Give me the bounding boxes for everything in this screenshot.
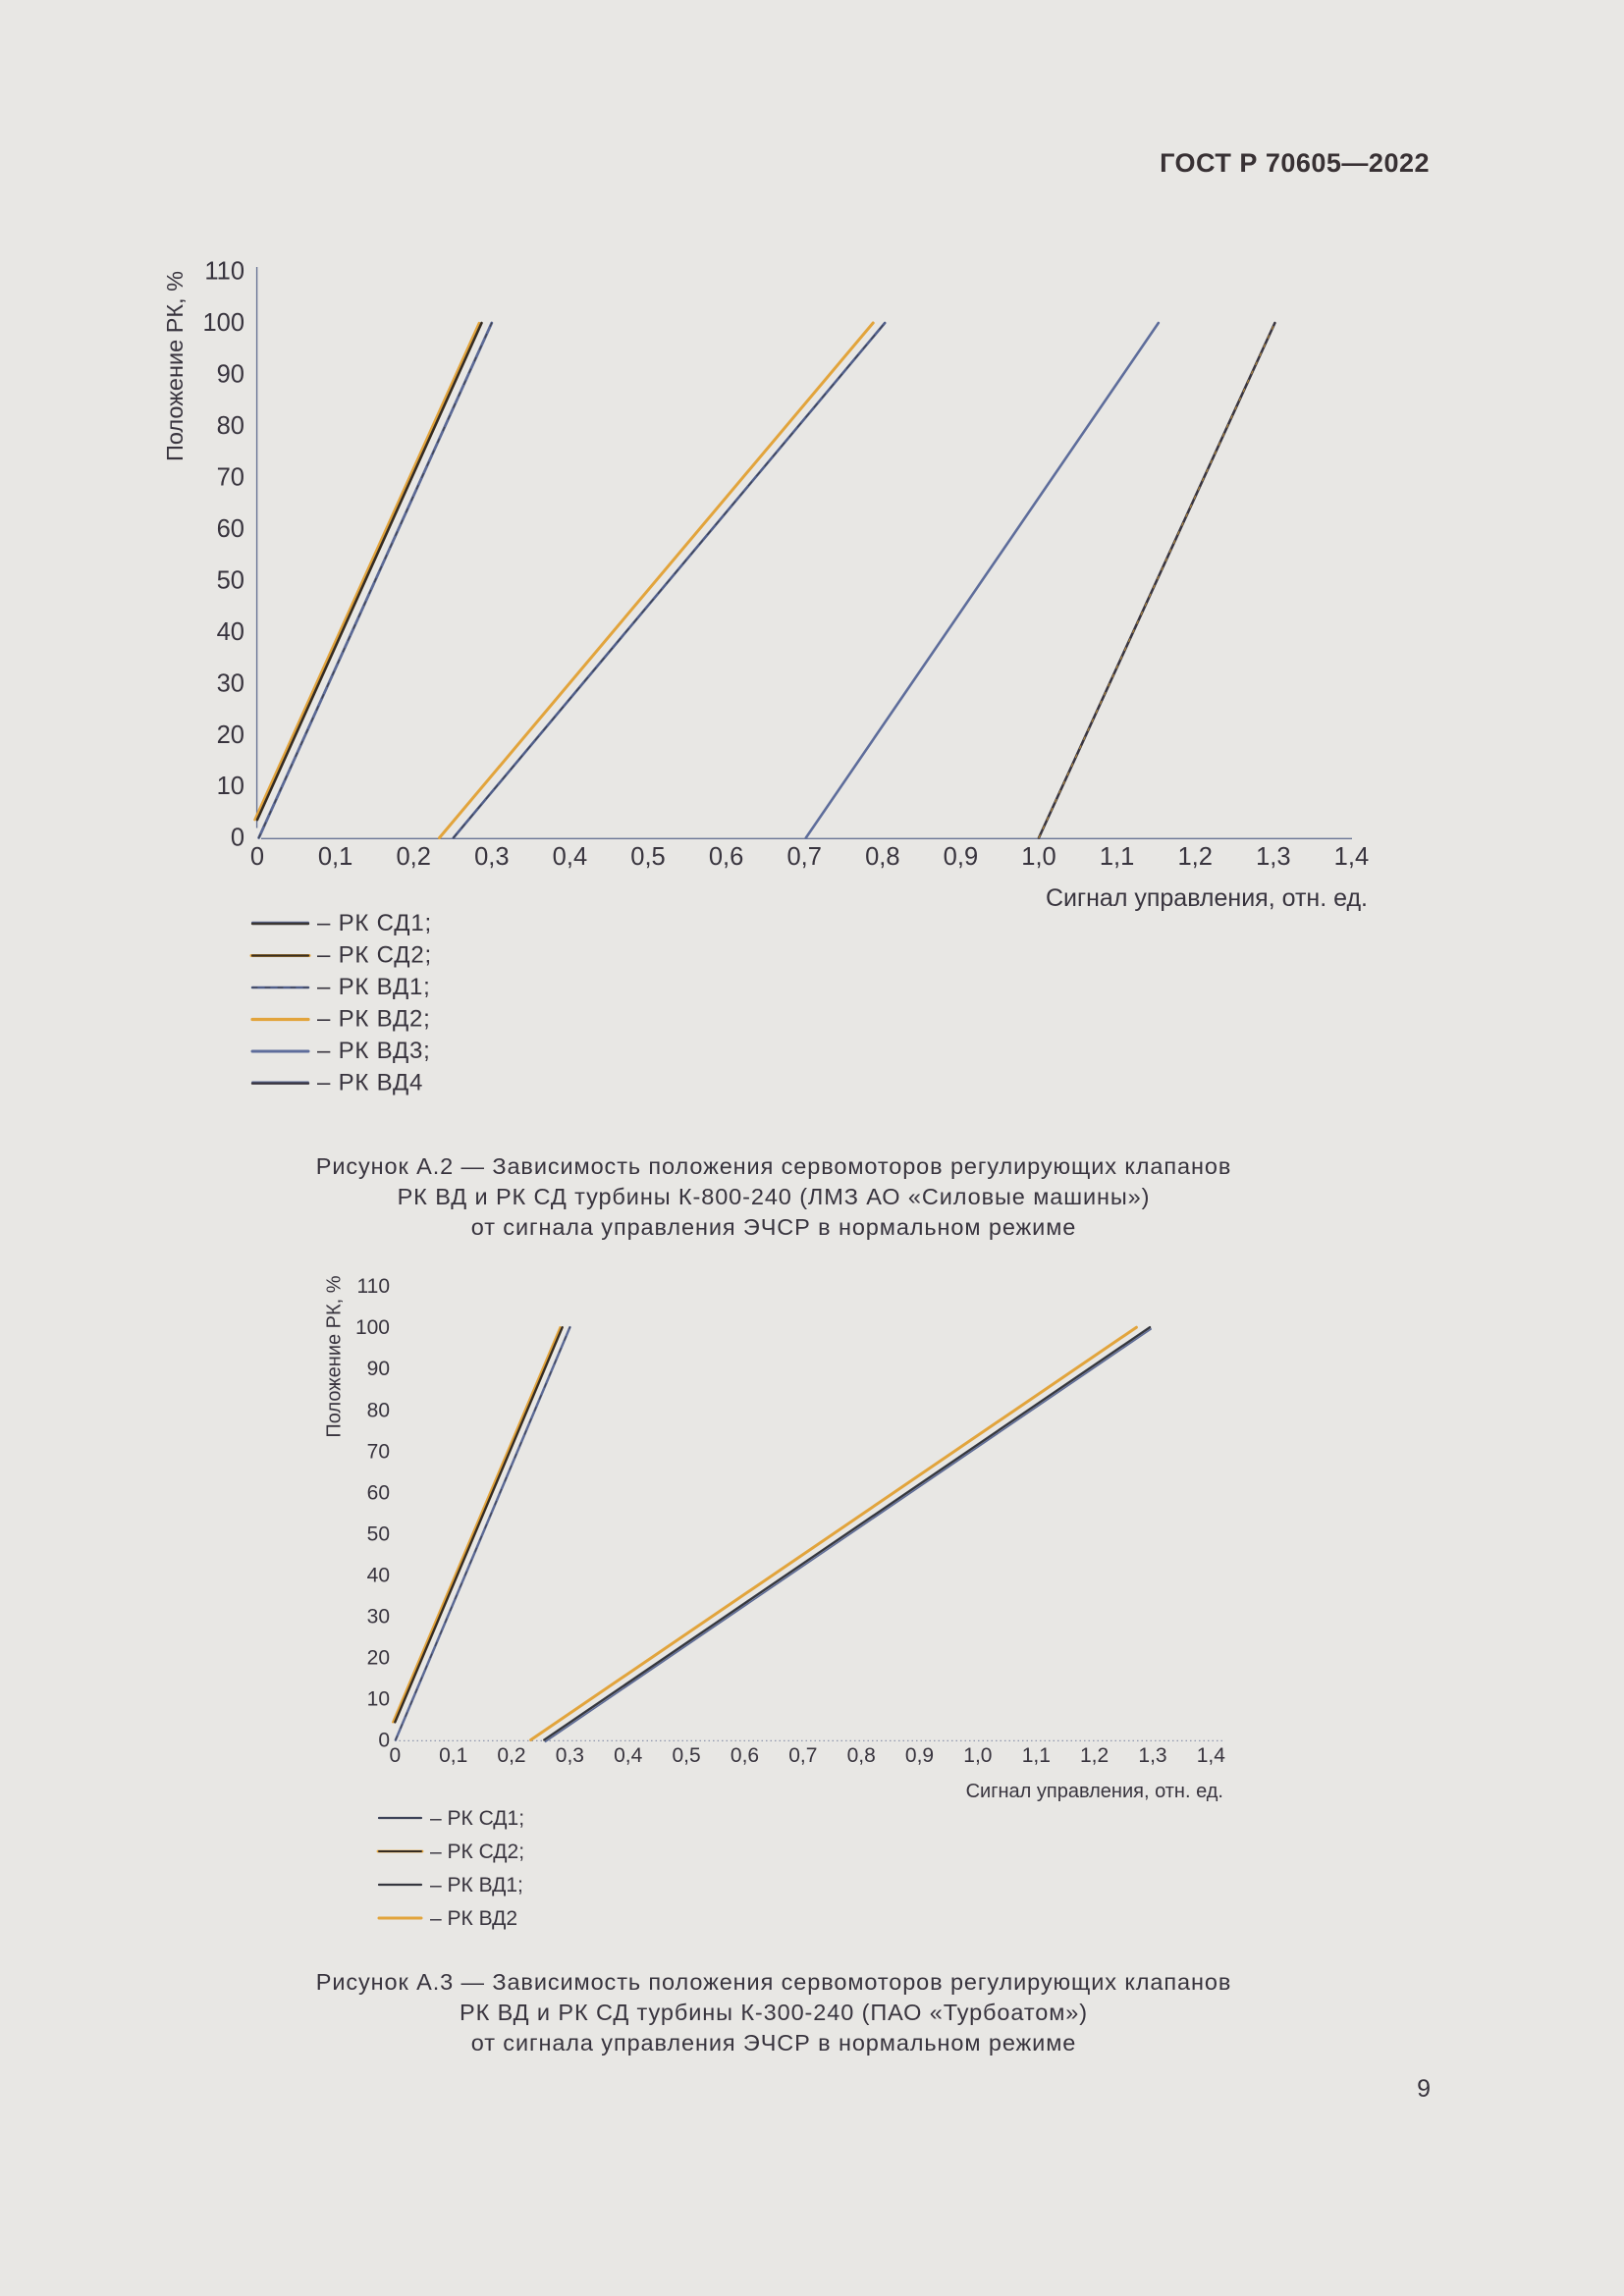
svg-text:0: 0 xyxy=(250,843,264,871)
svg-text:60: 60 xyxy=(217,515,244,543)
svg-text:– РК ВД2: – РК ВД2 xyxy=(430,1907,517,1930)
svg-text:от сигнала управления ЭЧСР в н: от сигнала управления ЭЧСР в нормальном … xyxy=(471,2030,1076,2056)
svg-text:70: 70 xyxy=(217,464,244,492)
svg-text:1,3: 1,3 xyxy=(1256,843,1290,871)
svg-text:0: 0 xyxy=(378,1730,390,1752)
svg-text:0,4: 0,4 xyxy=(614,1744,643,1767)
svg-text:Сигнал управления, отн. ед.: Сигнал управления, отн. ед. xyxy=(1046,884,1368,912)
svg-text:Рисунок А.3 — Зависимость поло: Рисунок А.3 — Зависимость положения серв… xyxy=(316,1969,1231,1995)
svg-text:1,2: 1,2 xyxy=(1080,1744,1109,1767)
svg-text:– РК ВД2;: – РК ВД2; xyxy=(317,1006,431,1033)
svg-text:100: 100 xyxy=(355,1316,390,1339)
svg-text:0,3: 0,3 xyxy=(474,843,509,871)
svg-text:Рисунок А.2 — Зависимость поло: Рисунок А.2 — Зависимость положения серв… xyxy=(316,1153,1231,1179)
svg-text:110: 110 xyxy=(357,1275,390,1298)
svg-text:1,1: 1,1 xyxy=(1022,1744,1051,1767)
svg-text:9: 9 xyxy=(1417,2075,1431,2103)
svg-text:0,6: 0,6 xyxy=(709,843,743,871)
svg-text:1,0: 1,0 xyxy=(963,1744,992,1767)
svg-text:20: 20 xyxy=(367,1646,390,1669)
svg-text:0,9: 0,9 xyxy=(944,843,978,871)
svg-text:– РК ВД1;: – РК ВД1; xyxy=(430,1874,523,1896)
svg-text:10: 10 xyxy=(217,773,244,800)
svg-text:– РК СД1;: – РК СД1; xyxy=(430,1807,524,1830)
svg-text:80: 80 xyxy=(217,412,244,440)
svg-text:1,4: 1,4 xyxy=(1334,843,1369,871)
svg-text:20: 20 xyxy=(217,721,244,749)
svg-text:0: 0 xyxy=(231,825,244,852)
svg-text:Положение РК, %: Положение РК, % xyxy=(324,1275,346,1437)
svg-text:90: 90 xyxy=(217,361,244,389)
svg-text:– РК СД2;: – РК СД2; xyxy=(317,942,432,969)
svg-text:0,1: 0,1 xyxy=(439,1744,467,1767)
svg-text:0,3: 0,3 xyxy=(556,1744,584,1767)
svg-text:50: 50 xyxy=(367,1522,390,1545)
svg-text:ГОСТ Р 70605—2022: ГОСТ Р 70605—2022 xyxy=(1160,148,1430,178)
svg-text:1,1: 1,1 xyxy=(1100,843,1134,871)
svg-text:– РК СД1;: – РК СД1; xyxy=(317,910,432,936)
svg-text:70: 70 xyxy=(367,1440,390,1463)
svg-text:РК ВД и РК СД турбины К-800-24: РК ВД и РК СД турбины К-800-240 (ЛМЗ АО … xyxy=(398,1184,1151,1209)
svg-text:– РК ВД1;: – РК ВД1; xyxy=(317,974,431,1000)
svg-text:100: 100 xyxy=(202,309,244,337)
svg-text:40: 40 xyxy=(217,618,244,646)
svg-text:30: 30 xyxy=(367,1605,390,1628)
svg-text:Положение РК, %: Положение РК, % xyxy=(162,271,188,461)
svg-text:1,4: 1,4 xyxy=(1197,1744,1226,1767)
svg-text:– РК ВД4: – РК ВД4 xyxy=(317,1070,423,1096)
svg-text:0,8: 0,8 xyxy=(865,843,899,871)
svg-text:90: 90 xyxy=(367,1358,390,1380)
svg-text:40: 40 xyxy=(367,1564,390,1586)
svg-text:0,1: 0,1 xyxy=(318,843,352,871)
svg-text:0: 0 xyxy=(389,1744,401,1767)
svg-text:от сигнала управления ЭЧСР в н: от сигнала управления ЭЧСР в нормальном … xyxy=(471,1214,1076,1240)
svg-text:1,2: 1,2 xyxy=(1177,843,1212,871)
svg-text:1,0: 1,0 xyxy=(1021,843,1056,871)
svg-text:Сигнал управления, отн. ед.: Сигнал управления, отн. ед. xyxy=(966,1781,1223,1802)
svg-text:0,7: 0,7 xyxy=(788,1744,817,1767)
svg-text:60: 60 xyxy=(367,1481,390,1504)
svg-text:– РК СД2;: – РК СД2; xyxy=(430,1841,524,1863)
svg-text:0,2: 0,2 xyxy=(396,843,430,871)
svg-text:30: 30 xyxy=(217,669,244,697)
svg-text:110: 110 xyxy=(204,258,244,286)
svg-text:– РК ВД3;: – РК ВД3; xyxy=(317,1038,431,1064)
svg-text:50: 50 xyxy=(217,567,244,595)
svg-text:10: 10 xyxy=(367,1688,390,1711)
svg-text:0,5: 0,5 xyxy=(672,1744,700,1767)
svg-text:0,5: 0,5 xyxy=(630,843,665,871)
svg-text:0,7: 0,7 xyxy=(786,843,821,871)
svg-text:0,8: 0,8 xyxy=(847,1744,876,1767)
svg-text:0,4: 0,4 xyxy=(553,843,587,871)
svg-text:0,6: 0,6 xyxy=(731,1744,759,1767)
svg-text:РК ВД и РК СД турбины К-300-24: РК ВД и РК СД турбины К-300-240 (ПАО «Ту… xyxy=(460,2000,1088,2025)
svg-text:0,9: 0,9 xyxy=(905,1744,934,1767)
svg-text:0,2: 0,2 xyxy=(497,1744,525,1767)
svg-text:1,3: 1,3 xyxy=(1138,1744,1166,1767)
svg-text:80: 80 xyxy=(367,1399,390,1421)
